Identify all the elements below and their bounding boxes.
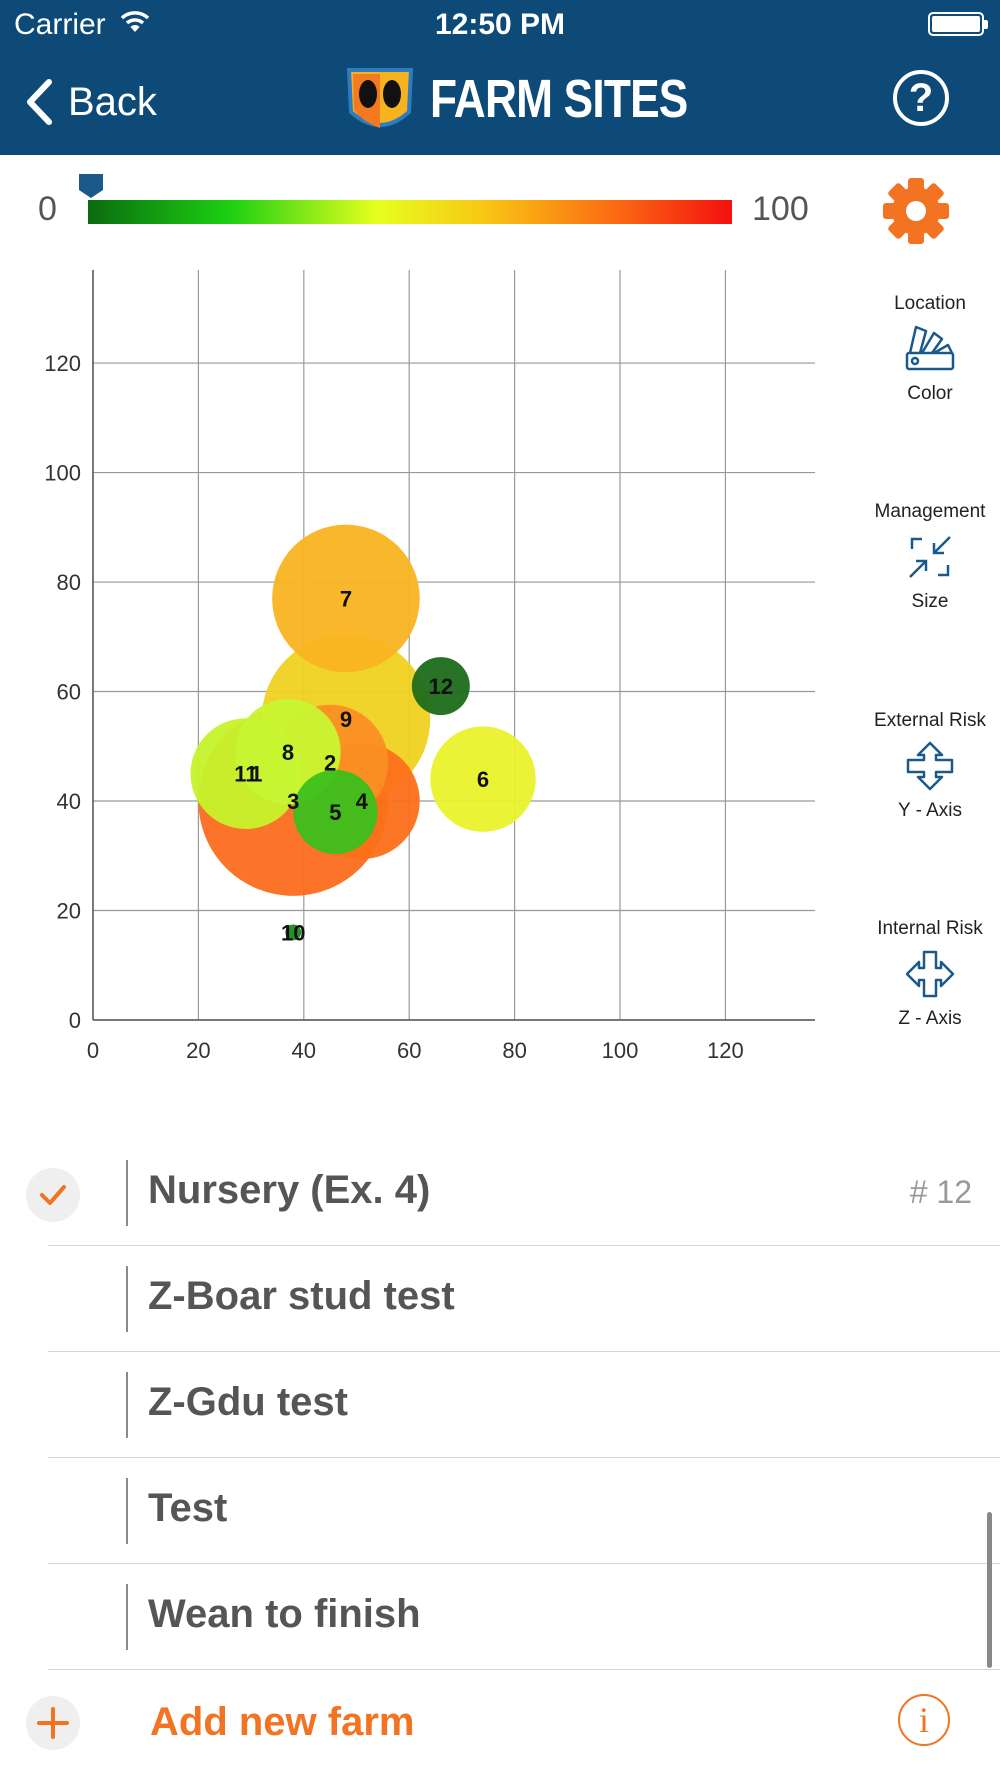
carrier-label: Carrier: [14, 8, 106, 41]
bubble-label-12: 12: [429, 674, 453, 699]
chart-ticks: 0 20 40 60 80 100 120 0 20 40 60 80 100 120: [44, 351, 743, 1063]
y-tick-label: 0: [69, 1008, 81, 1033]
row-divider: [48, 1457, 1000, 1458]
row-separator: [126, 1266, 128, 1332]
farm-name: Z-Boar stud test: [148, 1274, 455, 1318]
bubble-12: [411, 657, 470, 716]
chart-grid: [92, 270, 815, 1021]
bubble-label-8: 8: [282, 740, 294, 765]
plus-icon: [26, 1696, 80, 1750]
management-size-control[interactable]: Management Size: [860, 501, 1000, 613]
x-tick-label: 60: [397, 1038, 421, 1063]
location-label: Location: [894, 293, 966, 314]
x-tick-label: 20: [186, 1038, 210, 1063]
x-tick-label: 100: [602, 1038, 639, 1063]
status-time: 12:50 PM: [434, 8, 566, 41]
farm-list-item[interactable]: Z-Gdu test: [0, 1352, 1000, 1458]
z-axis-arrows-icon: [905, 950, 955, 998]
row-divider: [48, 1669, 1000, 1670]
scale-slider-handle[interactable]: [79, 174, 103, 198]
add-new-farm-button[interactable]: Add new farm: [150, 1700, 415, 1744]
row-separator: [126, 1478, 128, 1544]
bubble-label-2: 2: [324, 751, 336, 776]
question-mark-icon: ?: [908, 75, 934, 120]
external-risk-label: External Risk: [874, 710, 986, 731]
x-tick-label: 120: [707, 1038, 744, 1063]
bubble-label-4: 4: [356, 789, 369, 814]
bubble-5: [293, 769, 378, 855]
z-axis-label: Z - Axis: [898, 1008, 962, 1029]
farm-list-item[interactable]: Wean to finish: [0, 1564, 1000, 1670]
info-icon: i: [918, 1700, 929, 1740]
y-axis-arrows-icon: [906, 741, 954, 791]
row-divider: [48, 1245, 1000, 1246]
add-farm-row[interactable]: Add new farm i: [0, 1672, 1000, 1778]
bubble-label-11: 11: [234, 762, 257, 787]
y-tick-label: 60: [57, 680, 81, 705]
row-divider: [48, 1563, 1000, 1564]
checkmark-icon: [26, 1168, 80, 1222]
bubble-label-6: 6: [477, 767, 489, 792]
row-divider: [48, 1351, 1000, 1352]
gear-icon: [883, 178, 949, 244]
bubble-10: [285, 924, 302, 941]
scale-max-label: 100: [752, 190, 809, 228]
scale-min-label: 0: [38, 190, 57, 228]
color-label: Color: [907, 383, 953, 404]
bubble-label-10: 10: [281, 920, 305, 945]
x-tick-label: 40: [292, 1038, 316, 1063]
row-separator: [126, 1372, 128, 1438]
farm-name: Test: [148, 1486, 228, 1530]
y-tick-label: 120: [44, 351, 81, 376]
navigation-bar: Carrier 12:50 PM Back FARM SITES ?: [0, 0, 1000, 155]
chevron-left-icon: [27, 79, 52, 125]
settings-button[interactable]: [880, 175, 952, 252]
bubble-label-3: 3: [287, 789, 299, 814]
management-label: Management: [874, 501, 986, 522]
farm-name: Wean to finish: [148, 1592, 421, 1636]
x-tick-label: 0: [87, 1038, 99, 1063]
x-tick-label: 80: [502, 1038, 526, 1063]
farm-list-item[interactable]: Z-Boar stud test: [0, 1246, 1000, 1352]
farm-list-item[interactable]: Nursery (Ex. 4) # 12: [0, 1140, 1000, 1246]
page-title: FARM SITES: [430, 69, 688, 129]
info-button[interactable]: i: [898, 1694, 950, 1746]
wifi-icon: [120, 10, 150, 39]
external-risk-y-axis-control[interactable]: External Risk Y - Axis: [860, 710, 1000, 822]
list-scrollbar[interactable]: [987, 1512, 992, 1668]
help-button[interactable]: ?: [893, 70, 949, 126]
farm-count-badge: # 12: [909, 1174, 972, 1210]
bubble-label-1: 1: [250, 762, 262, 787]
color-scale-bar: [88, 200, 732, 224]
internal-risk-label: Internal Risk: [877, 918, 983, 939]
location-color-control[interactable]: Location Color: [860, 293, 1000, 405]
battery-icon: [928, 12, 988, 36]
resize-icon: [909, 536, 951, 578]
farm-name: Z-Gdu test: [148, 1380, 348, 1424]
y-tick-label: 40: [57, 789, 81, 814]
bubble-label-9: 9: [340, 707, 352, 732]
app-logo-icon: [345, 64, 415, 143]
internal-risk-z-axis-control[interactable]: Internal Risk Z - Axis: [860, 918, 1000, 1030]
color-swatch-icon: [905, 325, 955, 371]
y-tick-label: 80: [57, 570, 81, 595]
bubble-label-7: 7: [340, 586, 352, 611]
row-separator: [126, 1584, 128, 1650]
y-tick-label: 100: [44, 461, 81, 486]
y-tick-label: 20: [57, 899, 81, 924]
back-button[interactable]: Back: [26, 72, 157, 132]
farm-name: Nursery (Ex. 4): [148, 1168, 431, 1212]
bubble-7: [272, 524, 420, 673]
bubble-6: [430, 726, 536, 832]
row-separator: [126, 1160, 128, 1226]
farm-list-item[interactable]: Test: [0, 1458, 1000, 1564]
back-label: Back: [68, 79, 157, 124]
y-axis-label: Y - Axis: [897, 800, 963, 821]
bubble-label-5: 5: [329, 800, 341, 825]
size-label: Size: [911, 591, 949, 612]
